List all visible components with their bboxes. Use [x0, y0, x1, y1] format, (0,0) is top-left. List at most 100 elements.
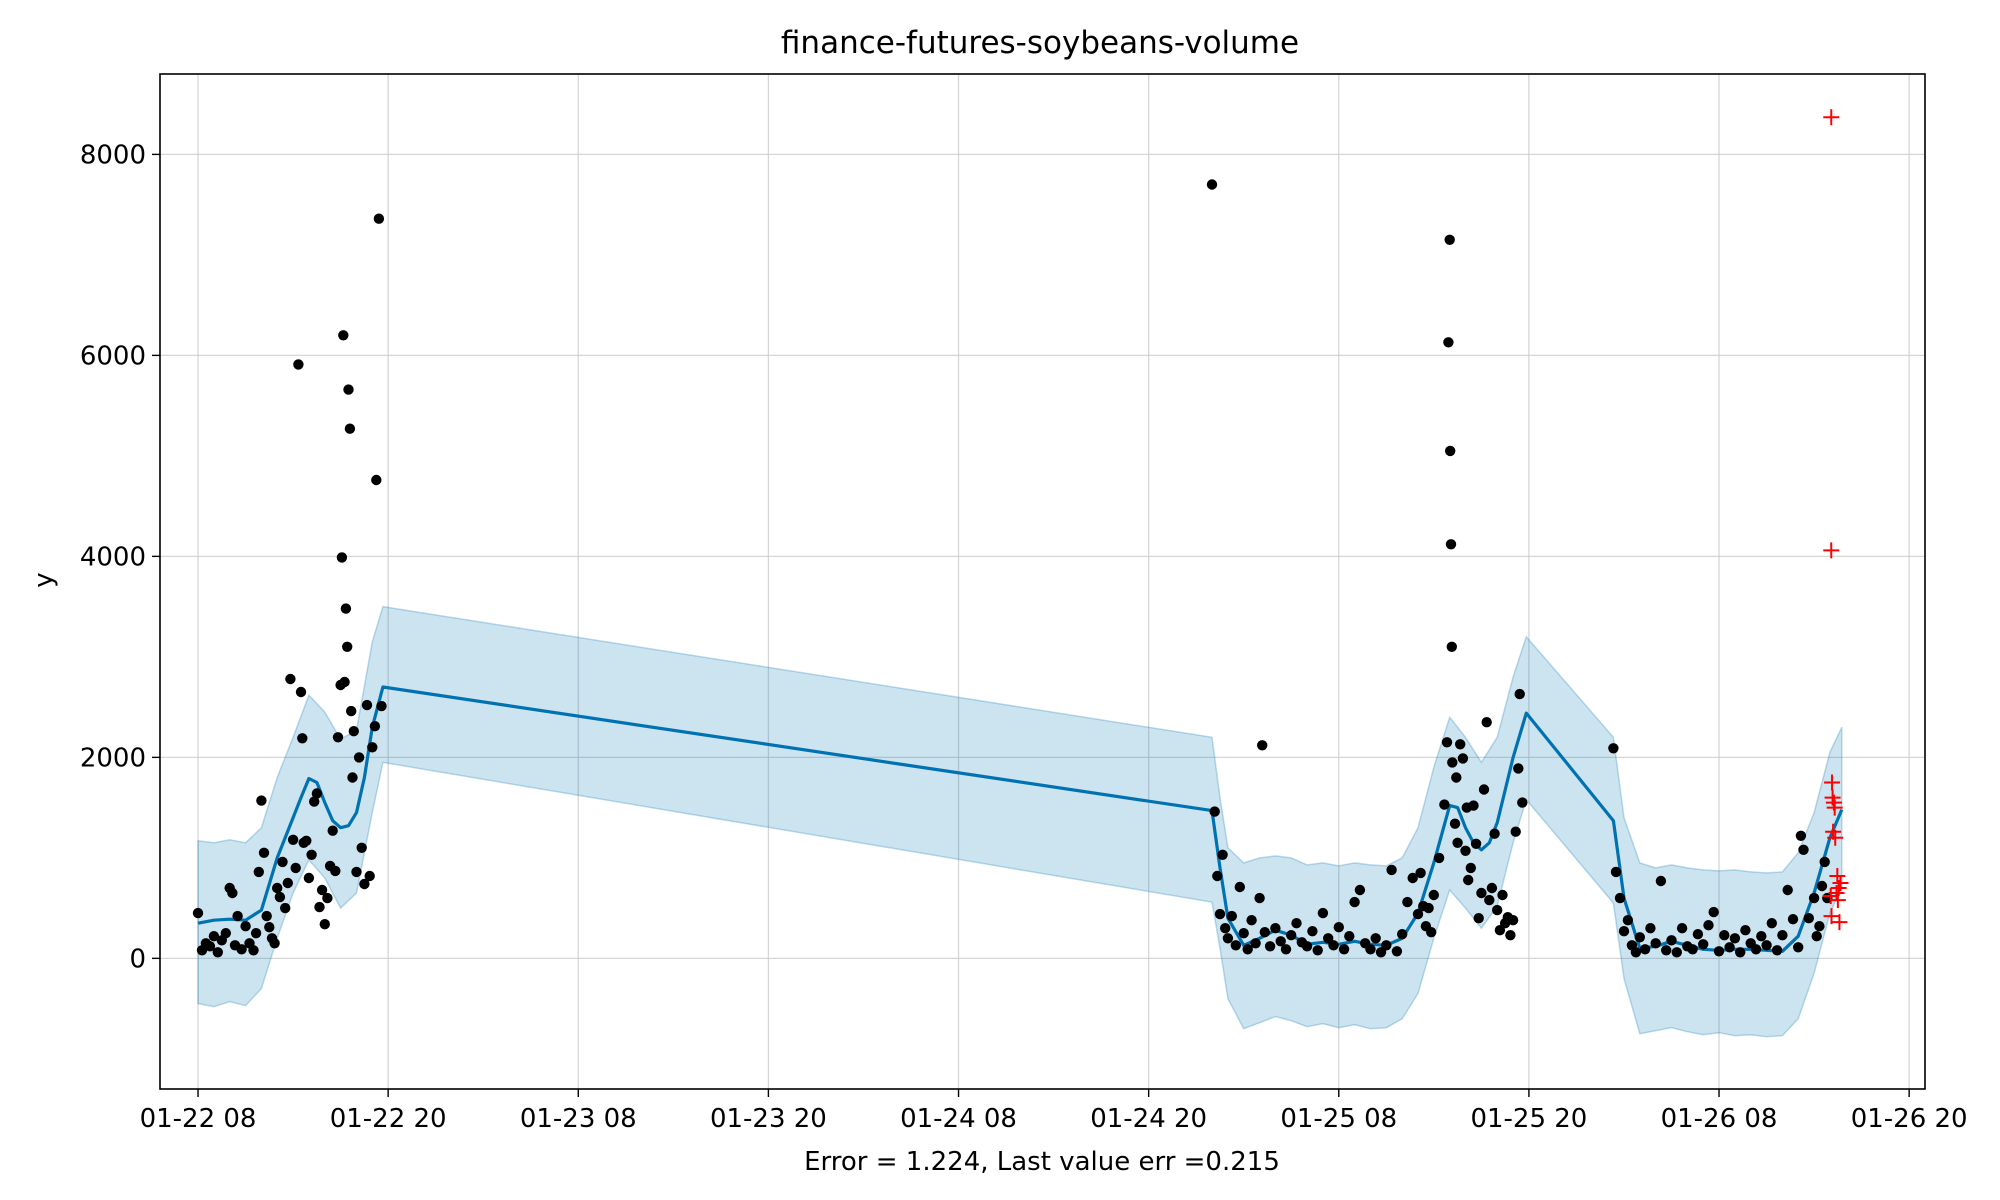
observed-point [1270, 923, 1281, 934]
y-tick-label: 0 [129, 944, 146, 974]
observed-point [248, 945, 259, 956]
observed-point [353, 752, 365, 763]
observed-point [343, 384, 354, 395]
observed-point [1661, 945, 1672, 956]
observed-point [269, 938, 280, 949]
observed-point [306, 849, 317, 860]
observed-point [1328, 940, 1339, 951]
observed-point [1451, 772, 1462, 783]
observed-point [303, 872, 315, 884]
observed-point [1426, 927, 1437, 938]
observed-point [1811, 931, 1822, 942]
observed-point [1301, 941, 1313, 952]
observed-point [1312, 945, 1323, 956]
observed-point [1793, 942, 1804, 953]
observed-point [293, 359, 304, 370]
observed-point [339, 676, 350, 688]
observed-point [373, 213, 385, 224]
observed-point [192, 907, 204, 919]
observed-point [1787, 914, 1799, 925]
observed-point [1354, 884, 1366, 896]
x-axis-ticks: 01-22 08 01-22 20 01-23 08 01-23 20 01-24 08… [140, 1089, 1968, 1134]
observed-point [1446, 641, 1458, 652]
grid-lines-y [160, 153, 1925, 960]
observed-point [359, 878, 370, 890]
observed-point [1217, 849, 1228, 860]
observed-point [1349, 896, 1360, 908]
observed-point [1803, 913, 1815, 924]
observed-point [1713, 946, 1725, 957]
observed-point [277, 856, 288, 868]
observed-point [1740, 925, 1751, 936]
observed-point [1457, 753, 1469, 764]
observed-point [1412, 908, 1424, 920]
observed-point [240, 921, 251, 932]
observed-point [1381, 940, 1392, 951]
observed-point [311, 788, 323, 799]
observed-point [1614, 892, 1626, 904]
actual-future-point [1824, 774, 1841, 791]
x-axis-label: Error = 1.224, Last value err =0.215 [804, 1147, 1280, 1177]
observed-point [1692, 929, 1704, 940]
observed-point [1608, 743, 1619, 754]
observed-point [340, 603, 352, 614]
observed-point [336, 552, 348, 563]
observed-point [1370, 933, 1381, 944]
observed-point [364, 870, 375, 882]
observed-point [1445, 539, 1457, 550]
observed-point [1444, 234, 1455, 245]
observed-point [1402, 896, 1413, 908]
observed-point [1497, 889, 1508, 901]
observed-point [1819, 856, 1830, 868]
observed-point [212, 947, 223, 958]
observed-point [330, 865, 341, 877]
observed-point [1622, 915, 1634, 926]
observed-point [346, 705, 357, 717]
actual-future-point [1831, 914, 1848, 931]
observed-point [1782, 884, 1793, 896]
x-tick-label: 01-22 20 [330, 1104, 447, 1134]
observed-point [1257, 740, 1268, 751]
observed-point [348, 726, 359, 737]
y-tick-label: 8000 [80, 140, 146, 170]
x-tick-label: 01-24 08 [900, 1104, 1017, 1134]
observed-point [1254, 892, 1265, 904]
observed-point [1473, 913, 1484, 924]
y-tick-label: 4000 [80, 542, 146, 572]
observed-point [1610, 866, 1622, 878]
observed-point [1798, 844, 1809, 855]
actual-future-point [1823, 542, 1840, 559]
observed-point [1777, 930, 1788, 941]
x-tick-label: 01-23 08 [520, 1104, 637, 1134]
observed-point [1724, 942, 1735, 953]
observed-point [1650, 938, 1661, 949]
observed-point [1719, 930, 1730, 941]
observed-point [1816, 880, 1828, 892]
observed-point [1415, 867, 1426, 879]
observed-point [1514, 688, 1525, 700]
observed-point [274, 891, 286, 903]
observed-point [1460, 845, 1471, 856]
y-axis-label: y [29, 572, 59, 587]
y-tick-label: 2000 [80, 743, 146, 773]
observed-point [1671, 947, 1683, 958]
observed-point [1441, 737, 1453, 748]
observed-point [1465, 862, 1477, 874]
observed-point [1687, 944, 1698, 955]
observed-point [1666, 935, 1677, 946]
observed-point [1264, 941, 1276, 952]
observed-point [1230, 940, 1242, 951]
observed-point [1630, 947, 1642, 958]
observed-point [1750, 944, 1762, 955]
observed-point [1246, 915, 1257, 926]
observed-point [227, 887, 238, 899]
observed-point [1449, 818, 1461, 829]
actual-future-point [1827, 829, 1844, 846]
observed-point [327, 825, 338, 836]
observed-point [1470, 838, 1482, 849]
observed-point [297, 733, 308, 744]
observed-point [1209, 806, 1220, 817]
observed-point [1234, 881, 1246, 893]
